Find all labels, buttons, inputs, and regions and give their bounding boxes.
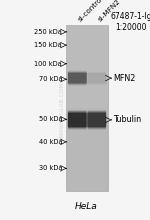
Text: 50 kDa: 50 kDa	[39, 116, 62, 122]
FancyBboxPatch shape	[87, 110, 106, 130]
Bar	[66, 25, 108, 191]
FancyBboxPatch shape	[68, 113, 87, 127]
FancyBboxPatch shape	[68, 71, 87, 86]
Text: 67487-1-Ig
1:20000: 67487-1-Ig 1:20000	[110, 12, 150, 31]
FancyBboxPatch shape	[68, 110, 87, 130]
FancyBboxPatch shape	[87, 73, 106, 83]
Text: Tubulin: Tubulin	[113, 116, 141, 124]
Text: 30 kDa: 30 kDa	[39, 165, 62, 171]
Text: si-MFN2: si-MFN2	[97, 0, 121, 23]
FancyBboxPatch shape	[68, 111, 87, 128]
Bar	[66, 25, 108, 108]
Text: 40 kDa: 40 kDa	[39, 139, 62, 145]
FancyBboxPatch shape	[68, 72, 87, 84]
FancyBboxPatch shape	[87, 72, 106, 84]
FancyBboxPatch shape	[87, 71, 106, 85]
FancyBboxPatch shape	[68, 73, 87, 83]
FancyBboxPatch shape	[87, 113, 106, 127]
Text: 150 kDa: 150 kDa	[34, 42, 62, 48]
Text: 100 kDa: 100 kDa	[34, 61, 62, 67]
FancyBboxPatch shape	[87, 111, 106, 128]
Text: 250 kDa: 250 kDa	[34, 29, 62, 35]
Text: si-control: si-control	[77, 0, 105, 23]
Text: HeLa: HeLa	[75, 202, 98, 211]
Text: 70 kDa: 70 kDa	[39, 76, 62, 82]
Text: MFN2: MFN2	[113, 74, 136, 82]
Text: WWW.PTGLAB.COM: WWW.PTGLAB.COM	[60, 81, 65, 139]
